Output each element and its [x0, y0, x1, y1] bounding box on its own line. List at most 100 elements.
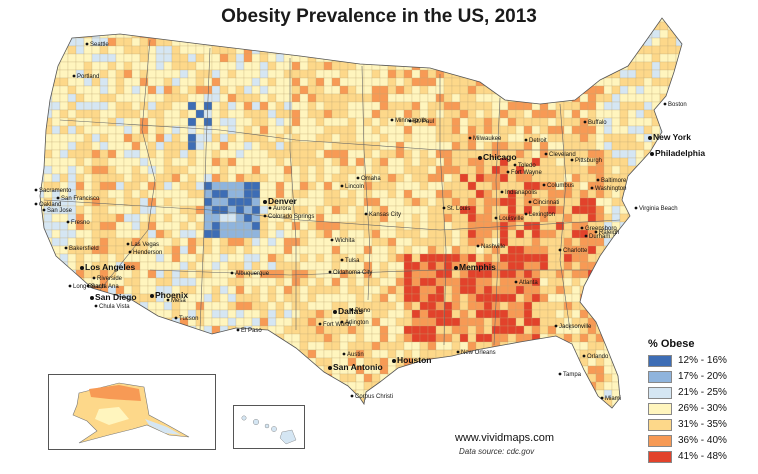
- county-cell: [203, 221, 213, 231]
- county-cell: [379, 173, 389, 183]
- county-cell: [339, 37, 349, 47]
- county-cell: [475, 365, 485, 375]
- county-cell: [323, 301, 333, 311]
- county-cell: [323, 29, 333, 39]
- county-cell: [684, 278, 692, 286]
- county-cell: [99, 29, 109, 39]
- county-cell: [627, 77, 637, 87]
- county-cell: [315, 101, 325, 111]
- county-cell: [475, 18, 485, 23]
- county-cell: [611, 61, 621, 71]
- county-cell: [283, 245, 293, 255]
- county-cell: [627, 301, 637, 311]
- county-cell: [251, 245, 261, 255]
- county-cell: [155, 61, 165, 71]
- county-cell: [684, 270, 692, 278]
- county-cell: [523, 117, 533, 127]
- county-cell: [611, 45, 621, 55]
- county-cell: [611, 133, 621, 143]
- county-cell: [187, 341, 197, 351]
- county-cell: [107, 341, 117, 351]
- county-cell: [355, 21, 365, 31]
- county-cell: [684, 166, 692, 174]
- county-cell: [107, 61, 117, 71]
- county-cell: [531, 333, 541, 343]
- county-cell: [603, 197, 613, 207]
- county-cell: [251, 205, 261, 215]
- county-cell: [667, 109, 677, 119]
- county-cell: [667, 197, 677, 207]
- county-cell: [587, 381, 597, 391]
- county-cell: [139, 357, 149, 367]
- county-cell: [187, 93, 197, 103]
- county-cell: [371, 21, 381, 31]
- county-cell: [315, 301, 325, 311]
- city-dot: [600, 396, 604, 400]
- county-cell: [643, 109, 653, 119]
- county-cell: [579, 29, 589, 39]
- county-cell: [627, 261, 637, 271]
- county-cell: [507, 397, 517, 407]
- county-cell: [523, 53, 533, 63]
- county-cell: [571, 53, 581, 63]
- county-cell: [283, 141, 293, 151]
- legend-item: 21% - 25%: [648, 385, 754, 400]
- county-cell: [459, 18, 469, 23]
- county-cell: [219, 141, 229, 151]
- county-cell: [331, 205, 341, 215]
- county-cell: [267, 109, 277, 119]
- county-cell: [307, 189, 317, 199]
- county-cell: [483, 53, 493, 63]
- county-cell: [67, 18, 77, 23]
- county-cell: [611, 405, 621, 408]
- county-cell: [475, 61, 485, 71]
- county-cell: [315, 389, 325, 399]
- county-cell: [115, 69, 125, 79]
- county-cell: [555, 173, 565, 183]
- county-cell: [139, 189, 149, 199]
- county-cell: [219, 317, 229, 327]
- county-cell: [323, 117, 333, 127]
- county-cell: [123, 309, 133, 319]
- county-cell: [347, 189, 357, 199]
- county-cell: [323, 205, 333, 215]
- county-cell: [131, 341, 141, 351]
- county-cell: [587, 293, 597, 303]
- county-cell: [275, 357, 285, 367]
- county-cell: [611, 117, 621, 127]
- county-cell: [507, 117, 517, 127]
- county-cell: [299, 205, 309, 215]
- county-cell: [307, 149, 317, 159]
- county-cell: [275, 325, 285, 335]
- county-cell: [291, 205, 301, 215]
- county-cell: [187, 357, 197, 367]
- county-cell: [283, 237, 293, 247]
- city-label: Portland: [77, 74, 99, 80]
- city-marker: Charlotte: [558, 248, 588, 254]
- county-cell: [395, 341, 405, 351]
- county-cell: [307, 29, 317, 39]
- county-cell: [91, 18, 101, 23]
- county-cell: [299, 389, 309, 399]
- county-cell: [619, 101, 629, 111]
- county-cell: [331, 61, 341, 71]
- county-cell: [179, 213, 189, 223]
- county-cell: [75, 341, 85, 351]
- county-cell: [187, 141, 197, 151]
- county-cell: [635, 389, 645, 399]
- county-cell: [227, 157, 237, 167]
- county-cell: [587, 277, 597, 287]
- county-cell: [387, 293, 397, 303]
- county-cell: [443, 21, 453, 31]
- county-cell: [75, 357, 85, 367]
- county-cell: [267, 277, 277, 287]
- county-cell: [451, 197, 461, 207]
- county-cell: [635, 133, 645, 143]
- county-cell: [667, 213, 677, 223]
- county-cell: [507, 381, 517, 391]
- county-cell: [283, 69, 293, 79]
- county-cell: [283, 229, 293, 239]
- county-cell: [155, 109, 165, 119]
- county-cell: [499, 253, 509, 263]
- county-cell: [483, 101, 493, 111]
